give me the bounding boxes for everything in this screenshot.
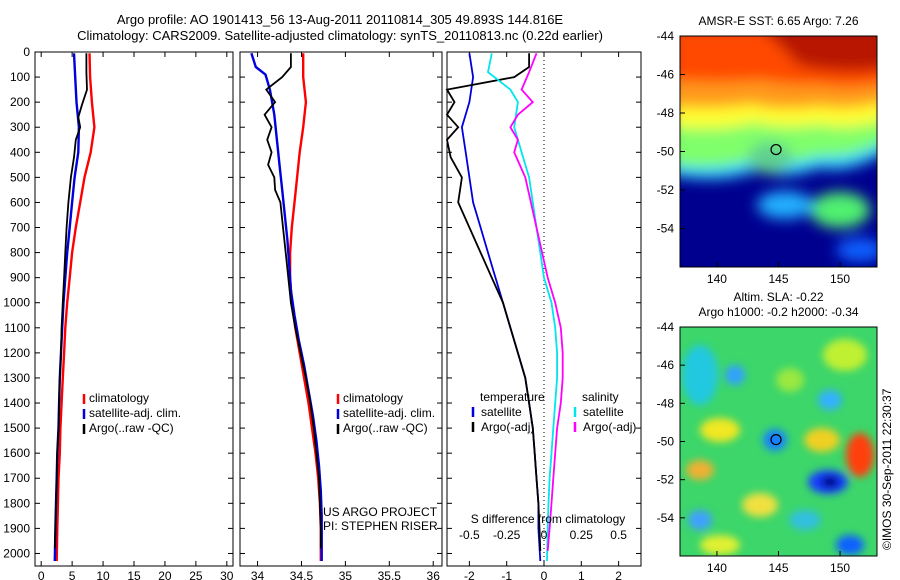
temperature-legend-label: Argo(..raw -QC) — [89, 421, 174, 435]
sst_map-ytick-label: -50 — [657, 145, 675, 159]
salinity-xtick-label: 35 — [339, 569, 353, 580]
diff-legend-title-temperature: temperature — [480, 390, 545, 404]
sst_map-argo-marker — [770, 143, 782, 156]
salinity-diff-tick-label: 0.5 — [610, 528, 627, 542]
pi-annotation: PI: STEPHEN RISER — [323, 519, 438, 533]
depth-tick-label: 1700 — [3, 471, 30, 485]
difference-xtick-label: 0 — [541, 569, 548, 580]
sst_map-ytick-label: -54 — [657, 222, 675, 236]
sla_map-ytick-label: -54 — [657, 511, 675, 525]
depth-tick-label: 1400 — [3, 396, 30, 410]
temperature-legend-label: satellite-adj. clim. — [89, 406, 181, 420]
salinity-diff-tick-label: 0 — [541, 528, 548, 542]
depth-tick-label: 1500 — [3, 421, 30, 435]
depth-tick-label: 700 — [10, 221, 30, 235]
salinity-xtick-label: 34.5 — [290, 569, 314, 580]
diff-legend-label: satellite — [583, 405, 624, 419]
salinity-diff-tick-label: 0.25 — [570, 528, 594, 542]
figure-title-line-1: Argo profile: AO 1901413_56 13-Aug-2011 … — [116, 12, 564, 27]
sst_map-ytick-label: -44 — [657, 29, 675, 43]
depth-tick-label: 0 — [23, 45, 30, 59]
depth-tick-label: 500 — [10, 170, 30, 184]
salinity-diff-tick-label: -0.5 — [459, 528, 480, 542]
depth-tick-label: 800 — [10, 246, 30, 260]
salinity-series-climatology — [288, 53, 322, 561]
diff-top-xlabel: S difference from climatology — [471, 512, 626, 526]
temperature-xtick-label: 30 — [220, 569, 234, 580]
temperature-xtick-label: 5 — [69, 569, 76, 580]
sst_map-ytick-label: -48 — [657, 106, 675, 120]
salinity-legend-label: satellite-adj. clim. — [343, 406, 435, 420]
difference-xtick-label: 2 — [615, 569, 622, 580]
difference-xtick-label: -1 — [501, 569, 512, 580]
salinity-xtick-label: 34 — [251, 569, 265, 580]
sla_map-ytick-label: -52 — [657, 473, 675, 487]
temperature-xtick-label: 10 — [96, 569, 110, 580]
copyright-date-note: ©IMOS 30-Sep-2011 22:30:37 — [880, 388, 894, 550]
difference-xtick-label: -2 — [464, 569, 475, 580]
depth-tick-label: 1900 — [3, 521, 30, 535]
depth-tick-label: 2000 — [3, 546, 30, 560]
sla_map-xtick-label: 140 — [707, 561, 727, 575]
depth-tick-label: 1200 — [3, 346, 30, 360]
depth-tick-label: 900 — [10, 271, 30, 285]
sla_map-ytick-label: -48 — [657, 396, 675, 410]
sla-heatmap-field — [680, 327, 877, 556]
depth-tick-label: 1100 — [4, 321, 30, 335]
temperature-xtick-label: 0 — [38, 569, 45, 580]
salinity-series-argo-raw-qc- — [263, 53, 322, 549]
temperature-xtick-label: 20 — [158, 569, 172, 580]
difference-series-salinity-argo-adj- — [509, 52, 564, 552]
sst_map-xtick-label: 140 — [707, 272, 727, 286]
temperature-frame — [34, 51, 234, 567]
figure-title-line-2: Climatology: CARS2009. Satellite-adjuste… — [77, 28, 603, 43]
salinity-diff-tick-label: -0.25 — [493, 528, 521, 542]
diff-legend-title-salinity: salinity — [582, 390, 619, 404]
difference-series-temperature-argo-adj- — [445, 53, 542, 552]
depth-tick-label: 1600 — [3, 446, 30, 460]
sst_map-title: AMSR-E SST: 6.65 Argo: 7.26 — [698, 14, 858, 28]
sla_map-xtick-label: 145 — [768, 561, 788, 575]
sst_map-ytick-label: -46 — [657, 68, 675, 82]
sla_map-ytick-label: -46 — [657, 358, 675, 372]
depth-tick-label: 300 — [10, 120, 30, 134]
difference-xtick-label: 1 — [578, 569, 585, 580]
difference-series-temperature-satellite — [460, 53, 542, 562]
depth-tick-label: 1800 — [3, 496, 30, 510]
temperature-series-argo-raw-qc- — [53, 53, 88, 549]
temperature-xtick-label: 25 — [189, 569, 203, 580]
sst_map-xtick-label: 145 — [768, 272, 788, 286]
salinity-frame — [239, 51, 443, 567]
depth-tick-label: 600 — [10, 195, 30, 209]
depth-tick-label: 400 — [10, 145, 30, 159]
sla_map-ytick-label: -44 — [657, 320, 675, 334]
sst_map-ytick-label: -52 — [657, 183, 675, 197]
sst-heatmap-field — [680, 36, 877, 267]
project-annotation: US ARGO PROJECT — [323, 505, 438, 519]
sst_map-xtick-label: 150 — [830, 272, 850, 286]
temperature-xtick-label: 15 — [127, 569, 141, 580]
temperature-series-climatology — [55, 53, 96, 562]
sla_map-subtitle: Argo h1000: -0.2 h2000: -0.34 — [698, 305, 858, 319]
difference-series-salinity-satellite — [487, 53, 558, 562]
salinity-xtick-label: 36 — [427, 569, 441, 580]
depth-tick-label: 100 — [10, 70, 30, 84]
sla_map-xtick-label: 150 — [830, 561, 850, 575]
salinity-series-satellite-adj-clim- — [250, 52, 323, 561]
sla_map-title: Altim. SLA: -0.22 — [733, 290, 823, 304]
diff-legend-label: satellite — [481, 405, 522, 419]
sla_map-ytick-label: -50 — [657, 435, 675, 449]
diff-legend-label: Argo(-adj) — [481, 420, 534, 434]
diff-legend-label: Argo(-adj) — [583, 420, 636, 434]
depth-tick-label: 200 — [10, 95, 30, 109]
salinity-legend-label: climatology — [343, 391, 403, 405]
salinity-xtick-label: 35.5 — [378, 569, 402, 580]
depth-tick-label: 1000 — [3, 296, 30, 310]
temperature-legend-label: climatology — [89, 391, 149, 405]
depth-tick-label: 1300 — [3, 371, 30, 385]
sla_map-argo-marker — [770, 433, 782, 446]
salinity-legend-label: Argo(..raw -QC) — [343, 421, 428, 435]
